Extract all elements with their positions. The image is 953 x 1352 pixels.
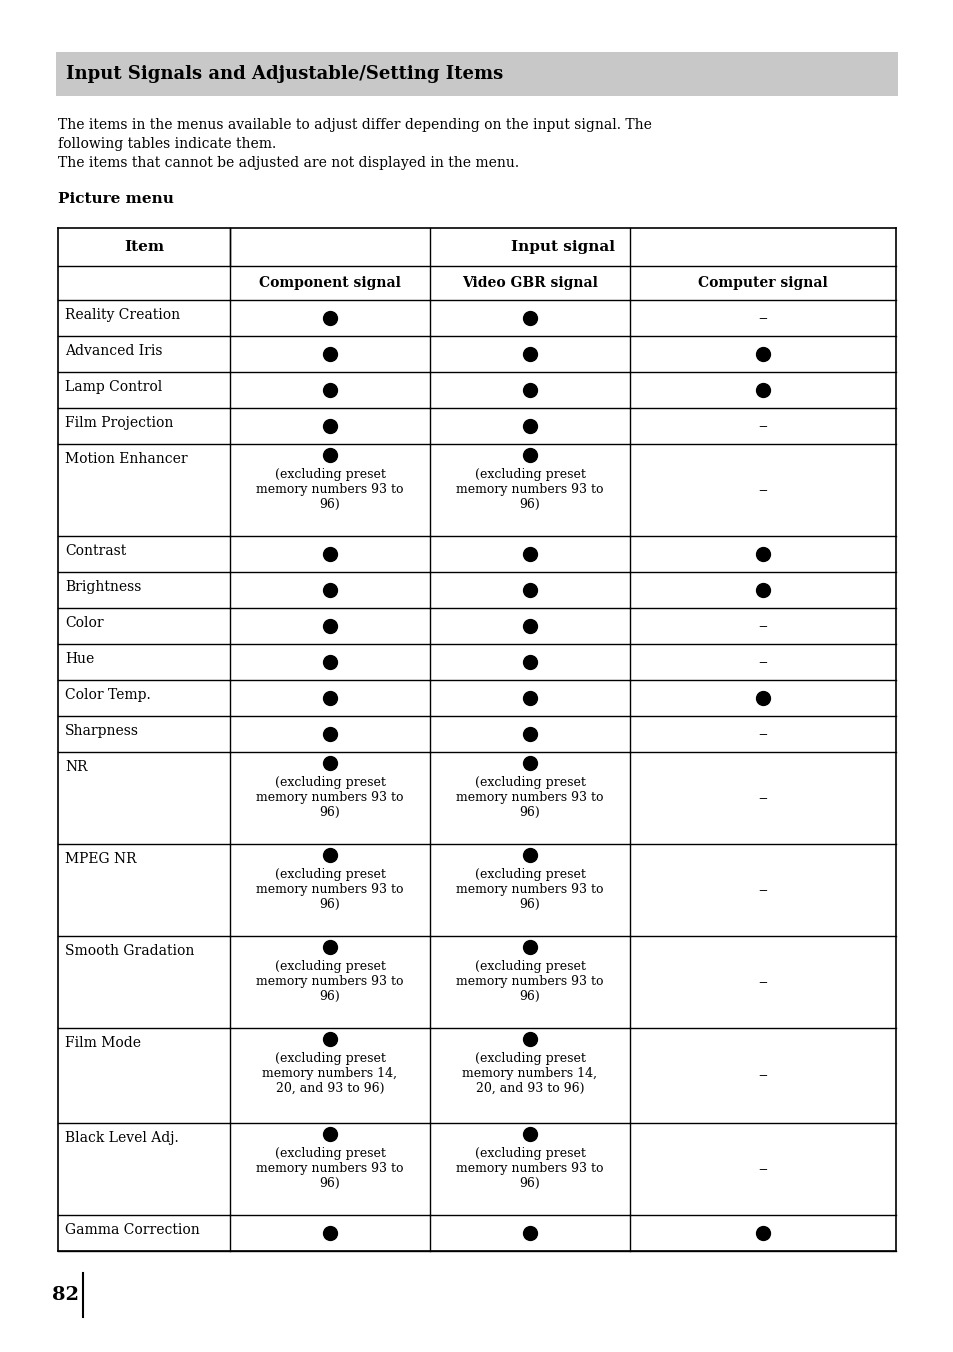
Text: Lamp Control: Lamp Control: [65, 380, 162, 393]
Text: (excluding preset
memory numbers 14,
20, and 93 to 96): (excluding preset memory numbers 14, 20,…: [262, 1052, 397, 1095]
Text: Color: Color: [65, 617, 104, 630]
Text: Input Signals and Adjustable/Setting Items: Input Signals and Adjustable/Setting Ite…: [66, 65, 503, 82]
Text: Reality Creation: Reality Creation: [65, 308, 180, 322]
Text: following tables indicate them.: following tables indicate them.: [58, 137, 276, 151]
Text: –: –: [758, 416, 766, 435]
Text: –: –: [758, 973, 766, 991]
Text: The items that cannot be adjusted are not displayed in the menu.: The items that cannot be adjusted are no…: [58, 155, 518, 170]
Text: –: –: [758, 725, 766, 744]
Text: –: –: [758, 653, 766, 671]
Text: Black Level Adj.: Black Level Adj.: [65, 1132, 178, 1145]
Text: –: –: [758, 1067, 766, 1084]
Text: (excluding preset
memory numbers 14,
20, and 93 to 96): (excluding preset memory numbers 14, 20,…: [462, 1052, 597, 1095]
Text: Video GBR signal: Video GBR signal: [461, 276, 598, 289]
Text: MPEG NR: MPEG NR: [65, 852, 136, 867]
Text: Color Temp.: Color Temp.: [65, 688, 151, 702]
Text: Hue: Hue: [65, 652, 94, 667]
Text: Contrast: Contrast: [65, 544, 126, 558]
Text: Sharpness: Sharpness: [65, 725, 139, 738]
Text: Film Projection: Film Projection: [65, 416, 173, 430]
Text: NR: NR: [65, 760, 88, 773]
Text: Advanced Iris: Advanced Iris: [65, 343, 162, 358]
Text: (excluding preset
memory numbers 93 to
96): (excluding preset memory numbers 93 to 9…: [456, 960, 603, 1003]
Text: (excluding preset
memory numbers 93 to
96): (excluding preset memory numbers 93 to 9…: [256, 468, 403, 511]
Text: Motion Enhancer: Motion Enhancer: [65, 452, 188, 466]
Text: –: –: [758, 882, 766, 899]
Text: Computer signal: Computer signal: [698, 276, 827, 289]
Text: –: –: [758, 310, 766, 327]
Text: (excluding preset
memory numbers 93 to
96): (excluding preset memory numbers 93 to 9…: [256, 776, 403, 819]
Text: –: –: [758, 1160, 766, 1178]
Text: Gamma Correction: Gamma Correction: [65, 1224, 199, 1237]
Text: (excluding preset
memory numbers 93 to
96): (excluding preset memory numbers 93 to 9…: [256, 960, 403, 1003]
Text: Picture menu: Picture menu: [58, 192, 173, 206]
Text: Component signal: Component signal: [259, 276, 400, 289]
Text: Film Mode: Film Mode: [65, 1036, 141, 1051]
Text: Brightness: Brightness: [65, 580, 141, 594]
Text: (excluding preset
memory numbers 93 to
96): (excluding preset memory numbers 93 to 9…: [456, 776, 603, 819]
Bar: [56, 51, 897, 96]
Text: Smooth Gradation: Smooth Gradation: [65, 944, 194, 959]
Text: (excluding preset
memory numbers 93 to
96): (excluding preset memory numbers 93 to 9…: [256, 868, 403, 911]
Text: 82: 82: [52, 1286, 79, 1303]
Text: –: –: [758, 790, 766, 807]
Text: Input signal: Input signal: [511, 241, 615, 254]
Text: (excluding preset
memory numbers 93 to
96): (excluding preset memory numbers 93 to 9…: [256, 1146, 403, 1190]
Text: Item: Item: [124, 241, 164, 254]
Text: The items in the menus available to adjust differ depending on the input signal.: The items in the menus available to adju…: [58, 118, 651, 132]
Text: (excluding preset
memory numbers 93 to
96): (excluding preset memory numbers 93 to 9…: [456, 868, 603, 911]
Text: (excluding preset
memory numbers 93 to
96): (excluding preset memory numbers 93 to 9…: [456, 468, 603, 511]
Text: –: –: [758, 617, 766, 635]
Text: (excluding preset
memory numbers 93 to
96): (excluding preset memory numbers 93 to 9…: [456, 1146, 603, 1190]
Text: –: –: [758, 481, 766, 499]
